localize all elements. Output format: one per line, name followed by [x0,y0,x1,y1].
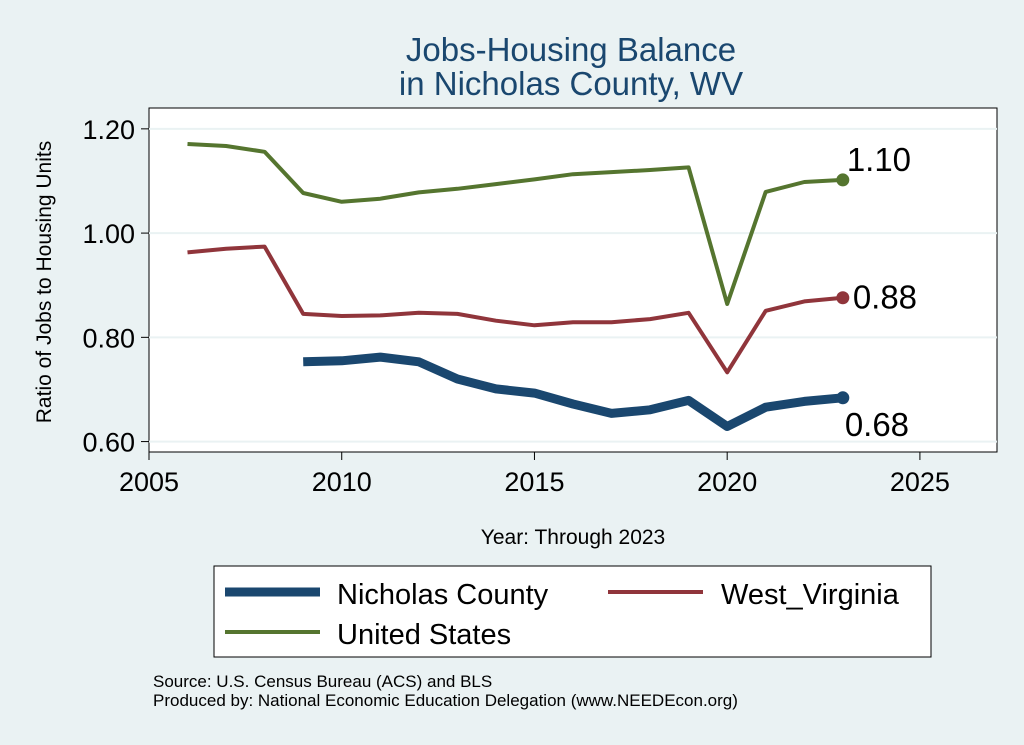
endpoint-marker-nicholas-county [836,391,850,405]
chart-subtitle: in Nicholas County, WV [399,65,743,102]
y-axis-label: Ratio of Jobs to Housing Units [33,141,56,423]
y-tick-label: 0.60 [82,428,135,458]
endpoint-label-nicholas-county: 0.68 [845,406,909,443]
x-axis-label: Year: Through 2023 [481,526,666,549]
plot-area [148,107,998,453]
legend-label-nicholas-county: Nicholas County [337,579,549,611]
chart-title: Jobs-Housing Balance [406,31,736,68]
legend-label-united-states: United States [337,619,511,651]
x-tick-label: 2020 [697,467,757,497]
produced-by-line: Produced by: National Economic Education… [153,691,738,710]
series-line-west-virginia [187,244,843,375]
x-axis-ticks: 2005 2010 2015 2020 2025 [119,452,950,497]
y-tick-label: 1.20 [82,115,135,145]
series-line-united-states [187,142,843,306]
y-tick-label: 1.00 [82,219,135,249]
x-tick-label: 2025 [890,467,950,497]
legend-label-west-virginia: West_Virginia [721,579,900,611]
source-note: Source: U.S. Census Bureau (ACS) and BLS… [153,672,738,710]
series-line-nicholas-county [303,352,844,431]
x-tick-label: 2010 [312,467,372,497]
legend: Nicholas County West_Virginia United Sta… [213,565,932,658]
grid-lines [149,127,997,443]
legend-box [213,565,932,658]
y-axis-ticks: 0.60 0.80 1.00 1.20 [82,115,149,458]
endpoint-marker-west-virginia [836,291,850,305]
y-tick-label: 0.80 [82,323,135,353]
endpoint-label-west-virginia: 0.88 [853,279,917,316]
x-tick-label: 2015 [504,467,564,497]
endpoint-label-united-states: 1.10 [847,141,911,178]
endpoint-marker-united-states [836,173,850,187]
source-line: Source: U.S. Census Bureau (ACS) and BLS [153,672,493,691]
x-tick-label: 2005 [119,467,179,497]
series-lines: 1.10 0.88 0.68 [187,141,917,443]
